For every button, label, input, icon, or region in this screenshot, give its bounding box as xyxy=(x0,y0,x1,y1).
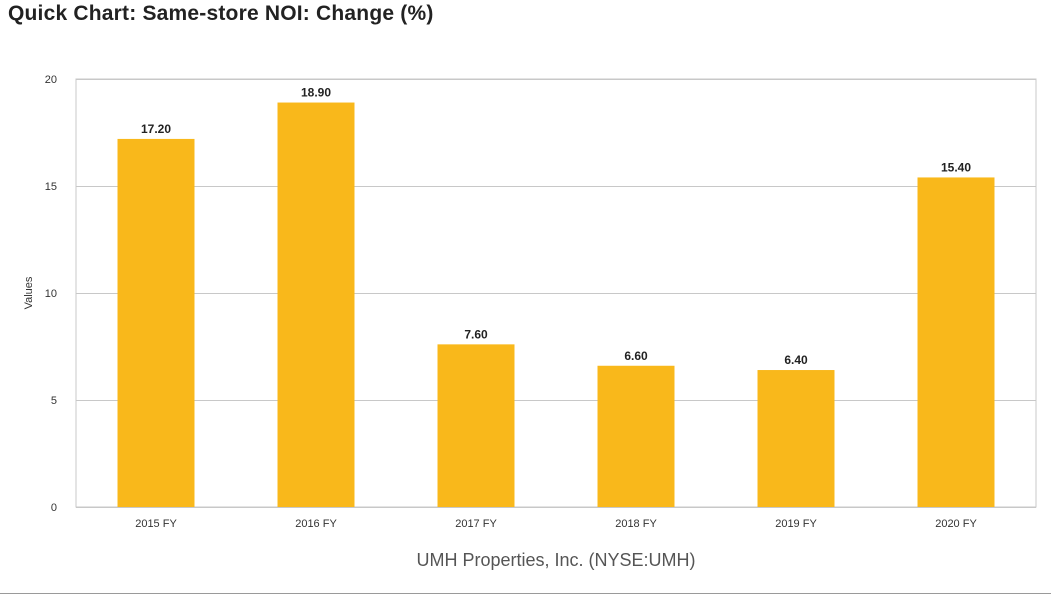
y-tick-label: 5 xyxy=(51,395,57,407)
bar xyxy=(117,138,195,508)
bar xyxy=(277,102,355,507)
y-tick-label: 15 xyxy=(45,181,57,193)
chart-title: Quick Chart: Same-store NOI: Change (%) xyxy=(8,2,434,25)
y-tick-label: 0 xyxy=(51,502,57,514)
y-axis-ticks: 0 5 10 15 20 xyxy=(45,74,57,514)
data-label: 6.60 xyxy=(624,349,648,363)
bar xyxy=(437,344,515,507)
bar xyxy=(597,365,675,507)
chart-subtitle: UMH Properties, Inc. (NYSE:UMH) xyxy=(416,550,695,570)
x-tick-label: 2015 FY xyxy=(135,518,177,530)
data-label: 18.90 xyxy=(301,86,331,100)
data-label: 17.20 xyxy=(141,122,171,136)
y-axis-label: Values xyxy=(23,276,35,309)
data-labels: 17.20 18.90 7.60 6.60 6.40 15.40 xyxy=(141,86,971,368)
x-tick-label: 2018 FY xyxy=(615,518,657,530)
bar xyxy=(917,177,995,507)
data-label: 6.40 xyxy=(784,353,808,367)
y-tick-label: 10 xyxy=(45,288,57,300)
x-tick-label: 2019 FY xyxy=(775,518,817,530)
grid-lines xyxy=(75,78,1037,508)
bars xyxy=(117,102,995,508)
x-tick-label: 2017 FY xyxy=(455,518,497,530)
x-axis-ticks: 2015 FY 2016 FY 2017 FY 2018 FY 2019 FY 2020 … xyxy=(135,518,977,530)
data-label: 15.40 xyxy=(941,160,971,174)
y-tick-label: 20 xyxy=(45,74,57,86)
data-label: 7.60 xyxy=(464,327,488,341)
bar xyxy=(757,370,835,507)
x-tick-label: 2020 FY xyxy=(935,518,977,530)
x-tick-label: 2016 FY xyxy=(295,518,337,530)
bottom-divider xyxy=(0,593,1051,594)
